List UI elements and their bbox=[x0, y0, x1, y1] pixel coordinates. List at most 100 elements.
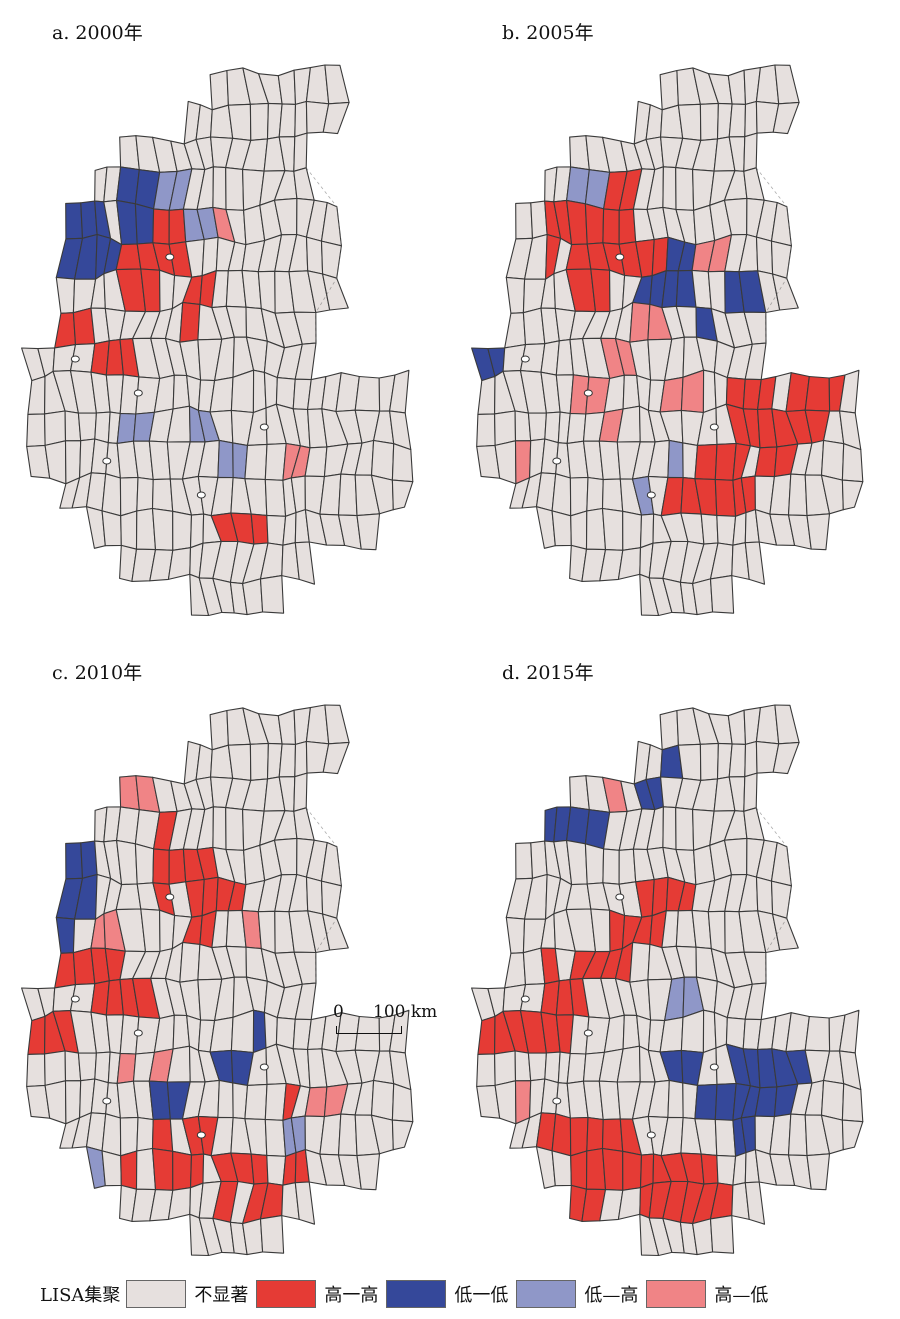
legend-label-high-high: 高一高 bbox=[324, 1285, 379, 1306]
county-region bbox=[391, 443, 414, 483]
city-enclave bbox=[165, 253, 175, 261]
map-panel-b: b. 2005年 bbox=[450, 0, 900, 640]
county-region bbox=[804, 375, 831, 412]
county-region bbox=[65, 202, 84, 240]
choropleth-map-c bbox=[21, 704, 414, 1257]
county-region bbox=[514, 440, 532, 485]
county-region bbox=[699, 742, 719, 781]
county-region bbox=[322, 101, 350, 135]
city-enclave bbox=[552, 1097, 562, 1105]
county-region bbox=[787, 473, 808, 517]
county-region bbox=[293, 807, 315, 841]
legend-swatch-high-high bbox=[256, 1280, 317, 1308]
county-region bbox=[639, 1153, 655, 1189]
county-region bbox=[680, 1009, 705, 1054]
county-region bbox=[841, 479, 864, 511]
county-region bbox=[505, 916, 526, 954]
county-region bbox=[744, 100, 758, 138]
county-region bbox=[618, 848, 637, 885]
county-region bbox=[225, 807, 245, 851]
county-region bbox=[551, 1113, 572, 1157]
county-region bbox=[477, 375, 496, 415]
county-region bbox=[515, 842, 534, 880]
county-region bbox=[659, 69, 679, 111]
county-region bbox=[356, 513, 381, 551]
county-region bbox=[391, 1119, 414, 1151]
county-region bbox=[601, 507, 624, 551]
county-region bbox=[244, 1083, 268, 1121]
county-region bbox=[172, 510, 193, 551]
legend-item-high-low: 高—低 bbox=[646, 1280, 768, 1308]
county-region bbox=[841, 443, 864, 483]
city-enclave bbox=[646, 491, 656, 499]
county-region bbox=[217, 1079, 234, 1119]
county-region bbox=[354, 375, 381, 412]
scale-bar-zero-label: 0 bbox=[333, 1002, 344, 1022]
county-region bbox=[305, 236, 324, 275]
county-region bbox=[527, 1052, 547, 1082]
city-enclave bbox=[259, 423, 269, 431]
county-region bbox=[227, 103, 252, 141]
county-region bbox=[743, 807, 765, 841]
county-region bbox=[244, 443, 268, 481]
county-region bbox=[55, 916, 76, 954]
county-region bbox=[728, 103, 747, 138]
city-enclave bbox=[196, 1131, 206, 1139]
county-region bbox=[743, 772, 758, 812]
county-region bbox=[116, 1052, 137, 1084]
county-region bbox=[725, 1017, 746, 1050]
county-region bbox=[259, 575, 285, 614]
county-region bbox=[322, 741, 350, 775]
county-region bbox=[667, 1079, 684, 1119]
county-region bbox=[250, 513, 269, 545]
county-region bbox=[569, 1116, 589, 1157]
county-region bbox=[189, 513, 205, 549]
county-region bbox=[772, 101, 800, 135]
county-region bbox=[264, 1118, 287, 1157]
county-region bbox=[494, 410, 517, 446]
county-region bbox=[694, 1083, 718, 1121]
county-region bbox=[263, 1011, 278, 1049]
county-region bbox=[806, 1153, 831, 1191]
county-region bbox=[551, 473, 572, 517]
county-region bbox=[662, 806, 677, 851]
county-region bbox=[136, 1116, 154, 1152]
panel-label-a: a. 2000年 bbox=[52, 22, 143, 44]
county-region bbox=[544, 1051, 561, 1084]
county-region bbox=[44, 410, 67, 446]
city-enclave bbox=[259, 1063, 269, 1071]
legend: LISA集聚 不显著 高一高 低一低 低—高 高—低 bbox=[40, 1276, 900, 1312]
county-region bbox=[209, 709, 229, 751]
county-region bbox=[151, 507, 174, 551]
county-region bbox=[119, 476, 139, 517]
county-region bbox=[770, 240, 792, 279]
city-enclave bbox=[102, 457, 112, 465]
county-region bbox=[744, 541, 766, 585]
city-enclave bbox=[709, 1063, 719, 1071]
county-region bbox=[709, 1215, 735, 1254]
county-region bbox=[584, 843, 605, 885]
county-region bbox=[101, 473, 122, 517]
county-region bbox=[27, 1015, 46, 1055]
city-enclave bbox=[615, 893, 625, 901]
county-region bbox=[168, 208, 187, 245]
county-region bbox=[714, 1118, 737, 1157]
county-region bbox=[120, 1150, 138, 1190]
county-region bbox=[744, 1181, 766, 1225]
panel-label-d: d. 2015年 bbox=[502, 662, 594, 684]
county-region bbox=[179, 941, 201, 983]
county-region bbox=[820, 439, 845, 481]
city-enclave bbox=[583, 389, 593, 397]
county-region bbox=[662, 166, 677, 211]
county-region bbox=[566, 1052, 587, 1084]
county-region bbox=[806, 513, 831, 551]
county-region bbox=[504, 952, 527, 989]
county-region bbox=[667, 439, 684, 479]
county-region bbox=[743, 167, 765, 201]
county-region bbox=[225, 167, 245, 211]
legend-swatch-low-high bbox=[516, 1280, 577, 1308]
county-region bbox=[370, 439, 395, 481]
scale-bar: 0 100 km bbox=[330, 1002, 440, 1042]
county-region bbox=[544, 411, 561, 444]
